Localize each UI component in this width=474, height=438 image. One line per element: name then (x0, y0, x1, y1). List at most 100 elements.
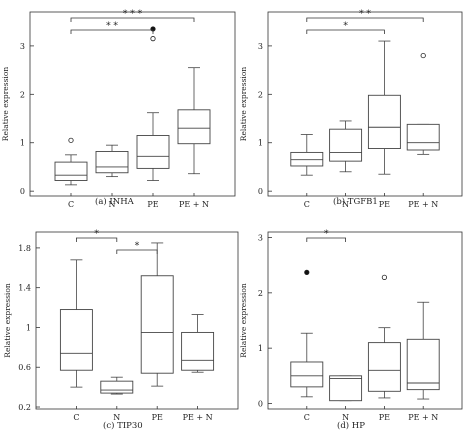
x-tick-label: PE + N (408, 413, 438, 422)
significance-label: * (324, 230, 329, 240)
iqr-box (406, 338, 440, 391)
box-pe-n (406, 52, 440, 155)
y-tick-label: 3 (20, 42, 25, 51)
iqr-box (54, 161, 88, 181)
box-n (329, 375, 363, 402)
box-pe-n (181, 314, 215, 373)
iqr-box (406, 123, 440, 151)
y-tick-label: 1.4 (18, 284, 31, 293)
x-tick-label: C (304, 413, 310, 422)
box-pe (136, 26, 170, 181)
box-pe-n (406, 301, 440, 400)
box-pe (367, 40, 401, 175)
y-axis-label: Relative expression (1, 67, 10, 142)
significance-label: * * * (123, 10, 143, 20)
box-pe-n (177, 67, 211, 175)
significance-label: * * (359, 10, 371, 20)
significance-label: * * (106, 22, 118, 32)
y-axis-label: Relative expression (239, 283, 248, 358)
box-c (54, 137, 88, 186)
box-pe (140, 242, 174, 387)
significance-bracket (306, 29, 385, 34)
x-tick-label: PE (379, 200, 390, 209)
box-pe (367, 274, 401, 399)
y-tick-label: 3 (258, 42, 263, 51)
box-n (329, 120, 363, 173)
y-tick-label: 2 (258, 90, 263, 99)
iqr-box (367, 342, 401, 392)
y-tick-label: 1.8 (18, 244, 31, 253)
box-c (290, 269, 324, 398)
significance-bracket (70, 17, 195, 22)
significance-bracket (306, 17, 424, 22)
box-c (290, 134, 324, 176)
y-tick-label: 1 (258, 139, 263, 148)
y-tick-label: 0 (258, 399, 263, 408)
panel-caption: (b) TGFB1 (333, 196, 378, 207)
iqr-box (329, 128, 363, 162)
outlier-point (381, 274, 387, 280)
significance-bracket (70, 29, 154, 34)
significance-label: * (343, 22, 348, 32)
plot-frame (267, 231, 463, 410)
x-tick-label: PE (147, 200, 158, 209)
iqr-box (59, 309, 93, 371)
iqr-box (290, 151, 324, 167)
x-tick-label: PE + N (179, 200, 209, 209)
iqr-box (136, 135, 170, 169)
extreme-outlier-point (304, 269, 310, 275)
x-tick-label: C (68, 200, 74, 209)
panel-caption: (d) HP (337, 420, 365, 431)
iqr-box (177, 109, 211, 145)
box-c (59, 259, 93, 388)
x-tick-label: N (109, 200, 116, 209)
significance-label: * (94, 230, 99, 240)
iqr-box (181, 331, 215, 371)
iqr-box (290, 361, 324, 388)
x-tick-label: PE (152, 413, 163, 422)
plot-frame (35, 231, 239, 410)
iqr-box (100, 380, 134, 394)
iqr-box (329, 375, 363, 402)
y-tick-label: 1 (258, 344, 263, 353)
plot-frame (267, 11, 463, 197)
outlier-point (150, 36, 156, 42)
y-tick-label: 0.2 (18, 403, 31, 412)
significance-bracket (76, 237, 118, 242)
y-tick-label: 2 (258, 289, 263, 298)
x-tick-label: C (73, 413, 79, 422)
iqr-box (367, 94, 401, 149)
y-tick-label: 0 (20, 187, 25, 196)
x-tick-label: N (342, 200, 349, 209)
y-axis-label: Relative expression (239, 67, 248, 142)
significance-label: * (135, 242, 140, 252)
panel-caption: (c) TIP30 (103, 420, 143, 431)
panel-caption: (a) INHA (95, 196, 135, 207)
outlier-point (420, 52, 426, 59)
y-tick-label: 1 (20, 139, 25, 148)
y-tick-label: 3 (258, 234, 263, 243)
x-tick-label: PE + N (183, 413, 213, 422)
box-n (95, 144, 129, 178)
panel-4: 0 1 2 3 C N PE PE + N Relative expression * (d) HP (239, 230, 463, 431)
panel-3: 0.2 0.6 1 1.4 1.8 C N PE PE + N Relative expressi… (3, 230, 239, 431)
x-tick-label: PE (379, 413, 390, 422)
x-tick-label: C (304, 200, 310, 209)
x-tick-label: PE + N (408, 200, 438, 209)
panel-2: 0 1 2 3 C N PE PE + N Relative expression * * * (b)… (239, 10, 463, 209)
x-tick-label: N (342, 413, 349, 422)
x-tick-label: N (113, 413, 120, 422)
box-n (100, 376, 134, 395)
panel-1: 0 1 2 3 C N PE PE + N Relative expression * * * * … (1, 10, 236, 209)
iqr-box (140, 275, 174, 374)
significance-bracket (306, 237, 346, 242)
significance-bracket (116, 249, 158, 254)
y-tick-label: 2 (20, 90, 25, 99)
y-tick-label: 1 (26, 323, 31, 332)
outlier-point (68, 137, 74, 143)
plot-frame (29, 11, 236, 197)
y-tick-label: 0 (258, 187, 263, 196)
y-tick-label: 0.6 (18, 363, 31, 372)
iqr-box (95, 151, 129, 174)
y-axis-label: Relative expression (3, 283, 12, 358)
